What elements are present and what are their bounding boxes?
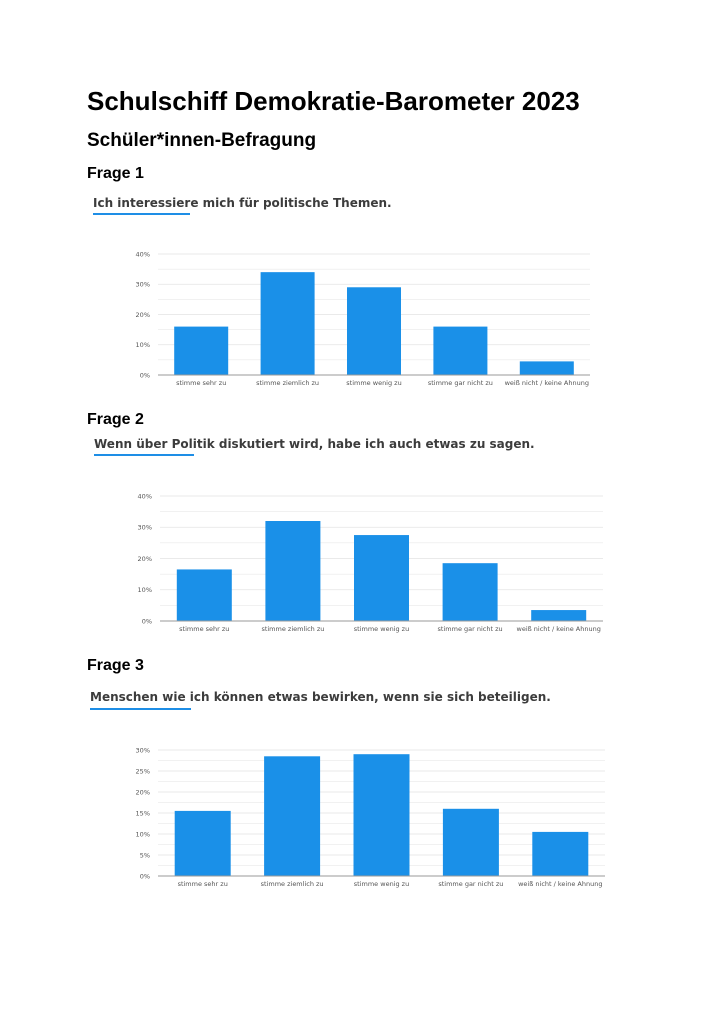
chart-1: 0% 10% 20% 30% 40% stimme sehr zu stimme zieml… [136, 250, 590, 387]
bar [176, 569, 232, 621]
bar [347, 287, 401, 375]
question-3-underline [90, 708, 191, 710]
y-tick-label: 30% [136, 281, 150, 289]
bar [442, 563, 498, 621]
question-2-underline [94, 454, 194, 456]
chart-2: 0% 10% 20% 30% 40% stimme sehr zu stimme zieml… [138, 492, 603, 633]
x-tick-label: stimme wenig zu [346, 379, 401, 387]
question-3-label: Frage 3 [87, 657, 144, 674]
bar [354, 535, 409, 621]
y-tick-label: 40% [136, 250, 150, 258]
x-tick-label: stimme gar nicht zu [438, 880, 503, 888]
x-tick-label: weiß nicht / keine Ahnung [518, 880, 602, 888]
y-tick-label: 5% [140, 851, 150, 859]
x-tick-label: stimme sehr zu [179, 625, 229, 633]
bar [519, 361, 574, 375]
question-3-text: Menschen wie ich können etwas bewirken, … [90, 690, 551, 704]
bar [265, 521, 321, 621]
y-tick-label: 0% [142, 617, 152, 625]
bar [174, 810, 231, 876]
y-tick-label: 25% [136, 767, 150, 775]
question-2-text: Wenn über Politik diskutiert wird, habe … [94, 437, 535, 451]
bar [264, 756, 321, 876]
y-tick-label: 20% [138, 555, 152, 563]
y-tick-label: 20% [136, 788, 150, 796]
x-tick-label: stimme ziemlich zu [261, 880, 324, 888]
x-tick-label: stimme ziemlich zu [256, 379, 319, 387]
x-tick-label: stimme gar nicht zu [438, 625, 503, 633]
y-tick-label: 20% [136, 311, 150, 319]
y-tick-label: 40% [138, 492, 152, 500]
bar [532, 831, 589, 876]
y-tick-label: 30% [136, 746, 150, 754]
bar [174, 326, 229, 375]
question-2-label: Frage 2 [87, 411, 144, 428]
bar [353, 754, 410, 876]
chart-3: 0% 5% 10% 15% 20% 25% 30% stimme sehr zu stimme … [136, 746, 605, 888]
y-tick-label: 30% [138, 524, 152, 532]
x-tick-label: stimme sehr zu [178, 880, 228, 888]
bar [442, 808, 499, 876]
x-tick-label: stimme sehr zu [176, 379, 226, 387]
page-subtitle: Schüler*innen-Befragung [87, 130, 317, 151]
x-tick-label: stimme ziemlich zu [261, 625, 324, 633]
page-title: Schulschiff Demokratie-Barometer 2023 [87, 86, 580, 116]
y-tick-label: 15% [136, 809, 150, 817]
y-tick-label: 10% [138, 586, 152, 594]
question-1-text: Ich interessiere mich für politische The… [93, 196, 392, 210]
x-tick-label: stimme wenig zu [354, 625, 409, 633]
x-tick-label: weiß nicht / keine Ahnung [505, 379, 589, 387]
x-tick-label: stimme gar nicht zu [428, 379, 493, 387]
y-tick-label: 10% [136, 830, 150, 838]
x-tick-label: weiß nicht / keine Ahnung [517, 625, 601, 633]
question-1-underline [93, 213, 190, 215]
bar [531, 610, 587, 621]
y-tick-label: 10% [136, 341, 150, 349]
bar [433, 326, 488, 375]
question-1-label: Frage 1 [87, 165, 144, 182]
y-tick-label: 0% [140, 872, 150, 880]
x-tick-label: stimme wenig zu [354, 880, 409, 888]
y-tick-label: 0% [140, 371, 150, 379]
bar [260, 272, 315, 375]
